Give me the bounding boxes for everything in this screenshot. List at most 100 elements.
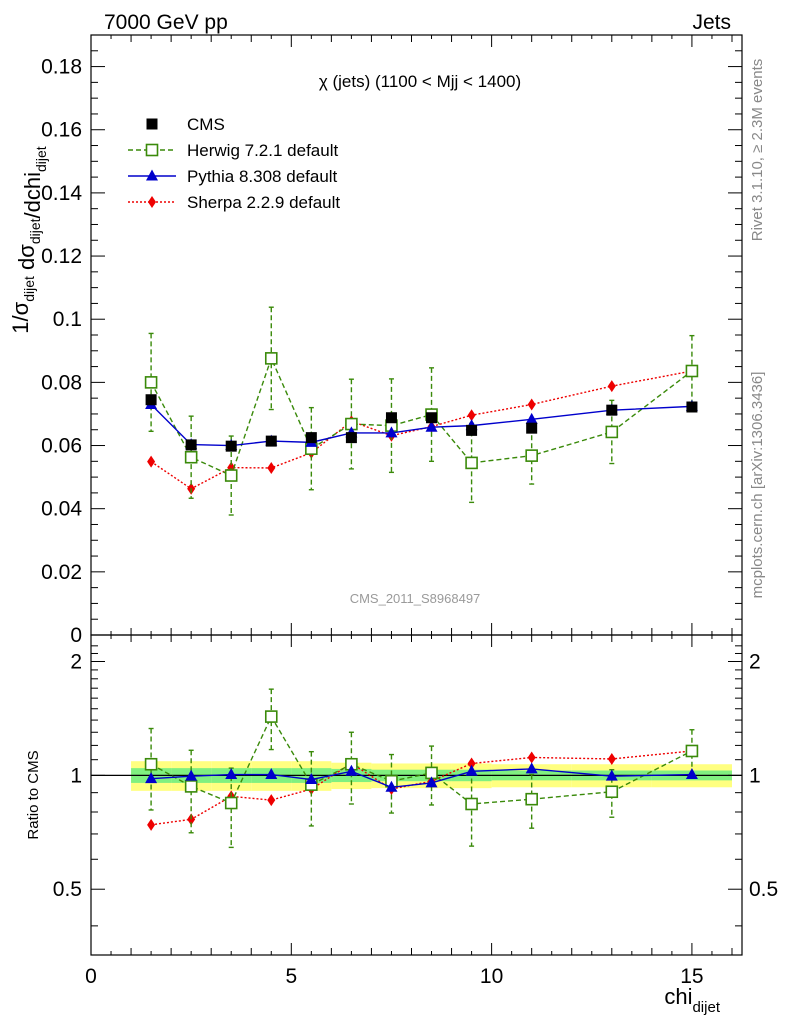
legend-marker-pythia bbox=[146, 169, 158, 181]
ratio-marker-pythia bbox=[525, 762, 538, 774]
marker-cms bbox=[466, 424, 478, 436]
ratio-y-tick-label: 0.5 bbox=[53, 878, 82, 901]
ratio-marker-sherpa bbox=[187, 813, 196, 826]
x-tick-label: 0 bbox=[85, 965, 97, 988]
marker-herwig bbox=[184, 450, 198, 464]
mcplots-label: mcplots.cern.ch [arXiv:1306.3436] bbox=[749, 372, 766, 599]
x-tick-label: 10 bbox=[480, 965, 503, 988]
ratio-marker-pythia bbox=[685, 768, 698, 780]
ratio-y-tick-label: 1 bbox=[70, 764, 82, 787]
marker-herwig bbox=[144, 376, 158, 389]
marker-sherpa bbox=[467, 409, 476, 422]
marker-sherpa bbox=[527, 398, 536, 411]
process-label: Jets bbox=[692, 11, 731, 34]
ylabel-sub: dijet bbox=[21, 276, 37, 302]
ratio-marker-herwig bbox=[264, 710, 278, 723]
marker-herwig bbox=[224, 469, 238, 482]
x-axis-label: chidijet bbox=[664, 984, 720, 1016]
series-line-sherpa bbox=[150, 370, 693, 490]
y-tick-label: 0 bbox=[70, 624, 82, 647]
series-line-herwig bbox=[150, 356, 693, 477]
ratio-marker-pythia bbox=[225, 768, 238, 780]
x-tick-label: 15 bbox=[680, 965, 703, 988]
ylabel-part: /dchi bbox=[20, 172, 45, 218]
legend-marker-cms bbox=[146, 118, 158, 130]
ratio-y-tick-label: 2 bbox=[70, 650, 82, 673]
x-axis-label-sub: dijet bbox=[692, 999, 720, 1016]
y-tick-label: 0.08 bbox=[41, 371, 82, 394]
ratio-marker-sherpa bbox=[147, 818, 156, 831]
ratio-frame bbox=[90, 634, 743, 956]
y-tick-label: 0.04 bbox=[41, 498, 82, 521]
legend-label-cms: CMS bbox=[187, 115, 225, 134]
marker-sherpa bbox=[607, 380, 616, 393]
y-tick-label: 0.18 bbox=[41, 56, 82, 79]
text-layer: 7000 GeV pp Jets χ (jets) (1100 < Mjj < … bbox=[25, 11, 766, 840]
ratio-marker-sherpa bbox=[527, 751, 536, 764]
marker-cms bbox=[185, 439, 197, 451]
legend-label-pythia: Pythia 8.308 default bbox=[187, 167, 338, 186]
ratio-marker-pythia bbox=[465, 764, 478, 776]
legend-label-herwig: Herwig 7.2.1 default bbox=[187, 141, 338, 160]
ratio-marker-herwig bbox=[144, 757, 158, 771]
marker-pythia bbox=[385, 426, 398, 438]
ratio-marker-pythia bbox=[345, 764, 358, 776]
ratio-marker-pythia bbox=[425, 776, 438, 788]
y-tick-label: 0.12 bbox=[41, 245, 82, 268]
ylabel-part: dσ bbox=[14, 244, 39, 276]
marker-cms bbox=[305, 432, 317, 444]
marker-cms bbox=[426, 412, 438, 424]
marker-cms bbox=[385, 412, 397, 424]
marker-pythia bbox=[525, 412, 538, 424]
ratio-marker-pythia bbox=[185, 769, 198, 781]
ratio-marker-pythia bbox=[605, 769, 618, 781]
marker-cms bbox=[145, 394, 157, 406]
ratio-y-tick-label-right: 0.5 bbox=[749, 878, 778, 901]
marker-herwig bbox=[685, 364, 699, 378]
ylabel-sub: dijet bbox=[33, 146, 49, 172]
ratio-line-herwig bbox=[150, 715, 693, 805]
ratio-y-tick-label-right: 1 bbox=[749, 764, 761, 787]
marker-cms bbox=[225, 440, 237, 452]
ratio-marker-sherpa bbox=[467, 757, 476, 770]
ratio-marker-herwig bbox=[224, 796, 238, 810]
chart-title: χ (jets) (1100 < Mjj < 1400) bbox=[319, 72, 521, 91]
ratio-marker-herwig bbox=[605, 785, 619, 799]
ylabel-part: 1/σ bbox=[8, 301, 33, 333]
y-tick-label: 0.02 bbox=[41, 561, 82, 584]
marker-cms bbox=[265, 435, 277, 447]
ratio-marker-pythia bbox=[385, 780, 398, 792]
marker-cms bbox=[686, 401, 698, 413]
main-panel: 00.020.040.060.080.10.120.140.160.181/σd… bbox=[8, 34, 743, 647]
ratio-marker-herwig bbox=[465, 797, 478, 811]
ratio-marker-herwig bbox=[525, 792, 538, 806]
marker-herwig bbox=[525, 449, 538, 462]
marker-herwig bbox=[605, 425, 619, 439]
legend-marker-herwig bbox=[145, 143, 159, 157]
y-tick-label: 0.06 bbox=[41, 435, 82, 458]
x-tick-label: 5 bbox=[285, 965, 297, 988]
ratio-y-tick-label-right: 2 bbox=[749, 650, 761, 673]
ratio-line-sherpa bbox=[150, 750, 692, 826]
ratio-marker-pythia bbox=[265, 768, 278, 780]
ratio-marker-sherpa bbox=[607, 752, 616, 765]
rivet-label: Rivet 3.1.10, ≥ 2.3M events bbox=[749, 59, 766, 242]
marker-herwig bbox=[465, 456, 478, 470]
marker-cms bbox=[345, 432, 357, 444]
legend-marker-sherpa bbox=[148, 196, 156, 208]
marker-cms bbox=[606, 404, 618, 416]
ylabel-sub: dijet bbox=[27, 218, 43, 244]
main-ylabel: 1/σdijet dσdijet/dchidijet bbox=[8, 146, 49, 334]
watermark: CMS_2011_S8968497 bbox=[350, 591, 481, 606]
marker-sherpa bbox=[147, 455, 156, 468]
marker-cms bbox=[526, 422, 538, 434]
ratio-marker-pythia bbox=[305, 773, 318, 785]
legend-label-sherpa: Sherpa 2.2.9 default bbox=[187, 193, 340, 212]
y-tick-label: 0.16 bbox=[41, 119, 82, 142]
ratio-line-pythia bbox=[151, 768, 692, 788]
marker-herwig bbox=[264, 352, 278, 365]
ratio-marker-pythia bbox=[145, 772, 158, 784]
ratio-marker-herwig bbox=[184, 780, 198, 793]
